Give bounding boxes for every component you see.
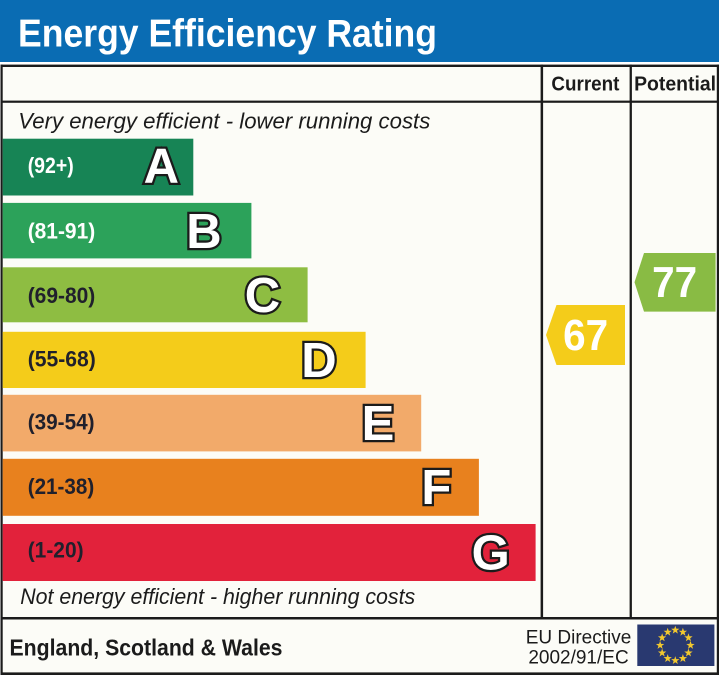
svg-text:G: G [472,526,510,580]
svg-text:EU Directive: EU Directive [526,628,632,649]
svg-text:Energy Efficiency Rating: Energy Efficiency Rating [18,12,437,55]
svg-text:(69-80): (69-80) [28,283,96,308]
svg-text:67: 67 [563,312,608,360]
svg-text:(39-54): (39-54) [28,409,95,434]
svg-text:(1-20): (1-20) [28,537,84,562]
svg-text:Potential: Potential [634,72,716,95]
svg-text:Not energy efficient - higher: Not energy efficient - higher running co… [20,584,415,609]
svg-text:E: E [362,397,395,451]
svg-text:F: F [421,461,451,515]
svg-text:C: C [245,269,280,323]
svg-text:77: 77 [652,259,697,307]
svg-text:(92+): (92+) [28,153,74,178]
svg-text:Very energy efficient - lower: Very energy efficient - lower running co… [18,108,430,133]
svg-text:B: B [186,205,221,259]
svg-text:A: A [144,140,179,194]
svg-text:(21-38): (21-38) [28,474,95,499]
svg-text:(55-68): (55-68) [28,346,96,371]
svg-text:2002/91/EC: 2002/91/EC [528,648,628,669]
svg-text:(81-91): (81-91) [28,218,96,243]
svg-text:D: D [301,334,336,388]
svg-text:Current: Current [551,72,619,95]
svg-text:England, Scotland & Wales: England, Scotland & Wales [10,635,283,661]
